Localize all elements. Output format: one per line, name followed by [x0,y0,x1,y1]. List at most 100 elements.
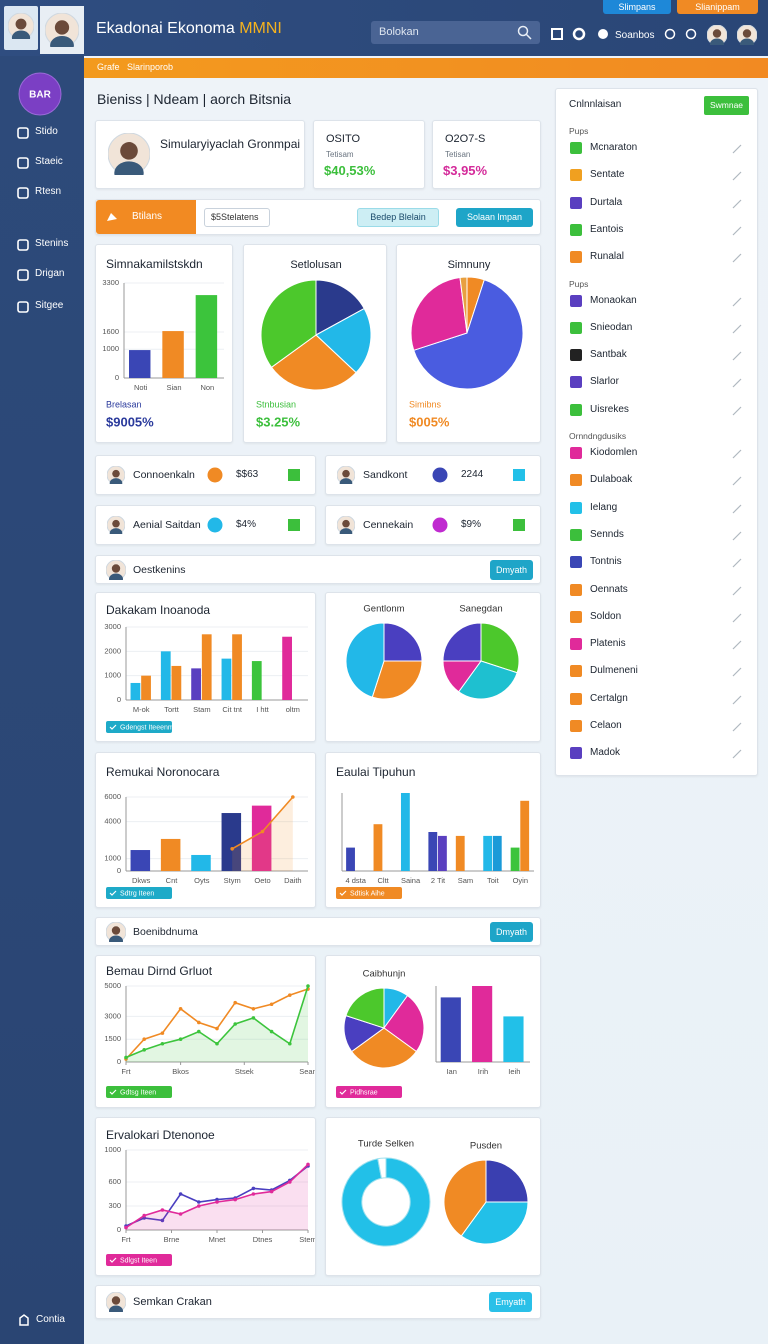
input-text: $5Stelatens [211,212,259,222]
nav-item[interactable]: Sitgee [35,300,64,311]
graphic [288,519,300,531]
panel-item[interactable]: Snieodan [590,321,633,333]
edit-icon [732,351,742,361]
bar [520,800,530,871]
chip-check [109,724,117,730]
y-tick-label: 0 [115,373,119,382]
input[interactable]: $5Stelatens [204,208,270,227]
panel-item[interactable]: Durtala [590,196,623,208]
graphic [337,466,355,484]
panel-item[interactable]: Celaon [590,720,622,731]
grid-icon [551,28,563,40]
panel-item[interactable]: Madok [590,747,621,759]
nav-item[interactable]: Stenins [35,238,69,249]
button[interactable]: Emyath [489,1292,532,1312]
panel-item[interactable]: Santbak [590,349,627,361]
tab[interactable]: Btilans [96,200,196,234]
edit-icon [732,449,742,459]
chip-check [109,1089,117,1095]
search-box[interactable]: Bolokan [371,21,540,44]
graphic [732,199,742,209]
button[interactable]: Dmyath [490,560,533,580]
pie-slice [350,1027,418,1069]
point [197,1029,201,1034]
nav-item[interactable]: Staeic [35,156,63,167]
stat-value: $4% [236,519,257,530]
pie-slice [443,1159,487,1237]
y-tick-label: 0 [117,695,121,704]
panel-item[interactable]: Sennds [590,528,624,540]
edit-icon [732,640,742,650]
x-tick-label: Stym [224,876,241,885]
avatar-body [114,161,144,175]
point [260,829,265,834]
profile-card: Simularyiyaclah Gronmpai [95,120,305,189]
avatar-head [112,469,120,478]
nav-item[interactable]: Rtesn [35,186,62,197]
panel-item[interactable]: Uisrekes [590,403,629,415]
graphic [570,223,582,236]
panel-item[interactable]: Slarlor [590,376,619,388]
x-tick-label: M-ok [133,705,150,714]
app-title: Ekadonai Ekonoma MMNI [96,20,282,38]
sidebar: BAR Stido Staeic Rtesn Stenins Drigan Sitgee Co… [0,56,84,1344]
notify-icon [664,28,676,40]
stat-card: Cennekain $9% [325,505,541,545]
panel-item[interactable]: Oennats [590,583,628,595]
pie-slice [345,622,385,698]
x-tick-label: oltm [286,705,300,714]
nav-icon [17,127,29,139]
panel-item[interactable]: Runalal [590,251,624,263]
graphic [732,449,742,459]
nav-icon [17,239,29,251]
panel-item[interactable]: Eantois [590,223,624,235]
panel-item[interactable]: Platenis [590,638,626,650]
breadcrumb[interactable]: Grafe [97,62,120,72]
graphic: Turde Selken Pusden [341,1139,529,1247]
panel-item[interactable]: Kiodomlen [590,447,638,458]
graphic [570,349,582,362]
tab-icon [107,213,117,221]
graphic [570,474,582,487]
button[interactable]: Dmyath [490,922,533,942]
top-button[interactable]: Slimpans [603,0,671,14]
graphic [732,586,742,595]
panel-item[interactable]: Dulaboak [590,474,633,486]
point [160,1218,165,1223]
button[interactable]: Solaan lmpan [456,208,533,227]
stat-label: Cennekain [363,519,414,531]
panel-item[interactable]: Soldon [590,610,622,622]
x-tick-label: Irih [478,1067,488,1076]
caption-value: $005% [409,414,450,429]
panel-item[interactable]: Sentate [590,169,625,181]
breadcrumb[interactable]: Slarinporob [127,62,174,72]
nav-item[interactable]: Contia [36,1314,65,1325]
chip [106,887,172,899]
panel-item[interactable]: Mcnaraton [590,142,638,153]
point [233,1000,237,1005]
y-tick-label: 0 [117,866,121,875]
item-icon [570,720,582,732]
x-tick-label: Cnt [166,876,179,885]
point [251,1007,256,1011]
x-tick-label: Dkws [132,876,151,885]
graphic [732,504,742,514]
nav-item[interactable]: Stido [35,126,58,137]
panel-item[interactable]: Monaokan [590,294,637,306]
bar [510,847,520,871]
panel-item[interactable]: Ielang [590,501,618,513]
stat-icon [207,467,223,483]
panel-item[interactable]: Dulmeneni [590,665,638,677]
panel-item[interactable]: Tontnis [590,556,622,568]
top-button[interactable]: Slianippam [677,0,758,14]
item-icon [570,169,582,182]
bar [373,824,383,871]
edit-icon [732,199,742,209]
graphic [707,25,727,45]
button[interactable]: Bedep Blelain [357,208,439,227]
button[interactable]: Swmnae [704,96,749,115]
nav-item[interactable]: Drigan [35,268,65,279]
stat-card: Connoenkaln $$63 [95,455,316,495]
graphic [570,583,582,596]
panel-item[interactable]: Certalgn [590,692,628,704]
